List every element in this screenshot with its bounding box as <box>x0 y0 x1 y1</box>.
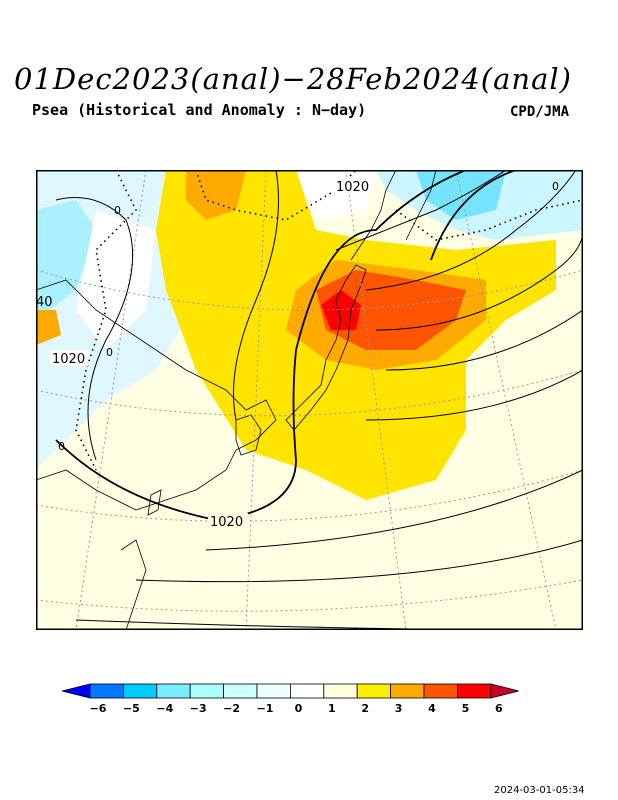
agency-label: CPD/JMA <box>510 104 570 120</box>
colorbar-swatch <box>323 683 358 699</box>
colorbar-swatch <box>490 683 519 699</box>
coastline-asia <box>36 279 277 511</box>
isobar-label: 0 <box>552 180 559 193</box>
isobar-label: 1020 <box>210 515 243 530</box>
colorbar-tick-label: 6 <box>495 702 503 715</box>
grid-longitude-2 <box>245 170 267 630</box>
colorbar-swatch <box>123 683 158 699</box>
colorbar-swatch <box>61 683 91 699</box>
colorbar-tick-label: 1 <box>328 702 336 715</box>
pressure-anomaly-map: 1020 1020 1020 0 0 0 0 40 <box>36 170 583 630</box>
grid-latitude-4 <box>36 579 583 612</box>
isobar-label: 0 <box>106 346 113 359</box>
colorbar-tick-label: −5 <box>123 702 140 715</box>
isobar-label-bg-2 <box>50 350 88 366</box>
grid-latitude-1 <box>36 469 583 522</box>
anomaly-region-positive-3 <box>186 170 246 220</box>
coastline-japan <box>285 264 367 431</box>
isobar-1008 <box>375 229 583 331</box>
anomaly-region-neutral-west <box>76 210 156 350</box>
isobar-label: 1020 <box>336 180 369 195</box>
coastline-kamchatka <box>405 170 437 241</box>
isobar-1016-b <box>335 170 507 251</box>
colorbar-swatch <box>256 683 291 699</box>
colorbar: −6 −5 −4 −3 −2 −1 0 1 2 3 4 5 6 <box>61 683 519 715</box>
grid-longitude-4 <box>455 170 557 630</box>
colorbar-tick-label: −4 <box>156 702 173 715</box>
chart-title: 01Dec2023(anal)−28Feb2024(anal) <box>14 62 572 96</box>
colorbar-swatch <box>356 683 392 699</box>
colorbar-tick-label: −2 <box>223 702 240 715</box>
grid-longitude-3 <box>345 170 407 630</box>
colorbar-swatch <box>156 683 191 699</box>
isobar-1020-main <box>55 170 467 521</box>
timestamp: 2024-03-01-05:34 <box>494 785 585 796</box>
coastline-taiwan <box>147 489 162 516</box>
isobar-label-bg-3 <box>208 513 248 529</box>
isobar-low-northeast <box>430 170 517 261</box>
colorbar-swatch <box>223 683 258 699</box>
colorbar-tick-label: −6 <box>90 702 107 715</box>
colorbar-tick-label: −3 <box>190 702 207 715</box>
colorbar-swatch <box>390 683 425 699</box>
colorbar-swatch <box>289 683 325 699</box>
anomaly-region-positive-5 <box>321 290 361 330</box>
colorbar-tick-label: 2 <box>361 702 369 715</box>
isobar-1016-a <box>233 170 279 421</box>
coastline-sakhalin <box>350 170 397 261</box>
coastline-korea <box>235 414 262 456</box>
colorbar-tick-label: 4 <box>428 702 436 715</box>
isobar-siberia <box>55 197 134 461</box>
anomaly-region-negative-west-inner <box>36 200 96 320</box>
coastline-philippines <box>120 539 147 630</box>
isobar-1016-south <box>135 539 583 583</box>
colorbar-tick-label: 0 <box>295 702 303 715</box>
colorbar-swatch <box>456 683 492 699</box>
chart-subtitle: Psea (Historical and Anomaly : N−day) <box>32 101 367 119</box>
colorbar-tick-label: 3 <box>395 702 403 715</box>
isobar-1004 <box>385 309 583 371</box>
colorbar-tick-label: −1 <box>257 702 274 715</box>
grid-latitude-2 <box>36 369 583 417</box>
colorbar-tick-label: 5 <box>462 702 470 715</box>
contour-zero-west <box>75 170 137 471</box>
isobar-1012 <box>365 170 577 291</box>
contour-zero-east <box>395 199 583 241</box>
isobar-label: 0 <box>58 440 65 453</box>
isobar-1000 <box>365 369 583 421</box>
colorbar-swatch <box>423 683 458 699</box>
isobar-label: 1020 <box>52 352 85 367</box>
map-frame <box>36 170 583 630</box>
isobar-label-bg-1 <box>334 178 374 194</box>
isobar-label: 0 <box>114 204 121 217</box>
colorbar-swatch <box>89 683 124 699</box>
isobar-1012-south <box>205 469 583 551</box>
isobar-label: 40 <box>36 295 53 310</box>
colorbar-swatch <box>189 683 224 699</box>
anomaly-region-positive-west-spot <box>36 310 61 345</box>
